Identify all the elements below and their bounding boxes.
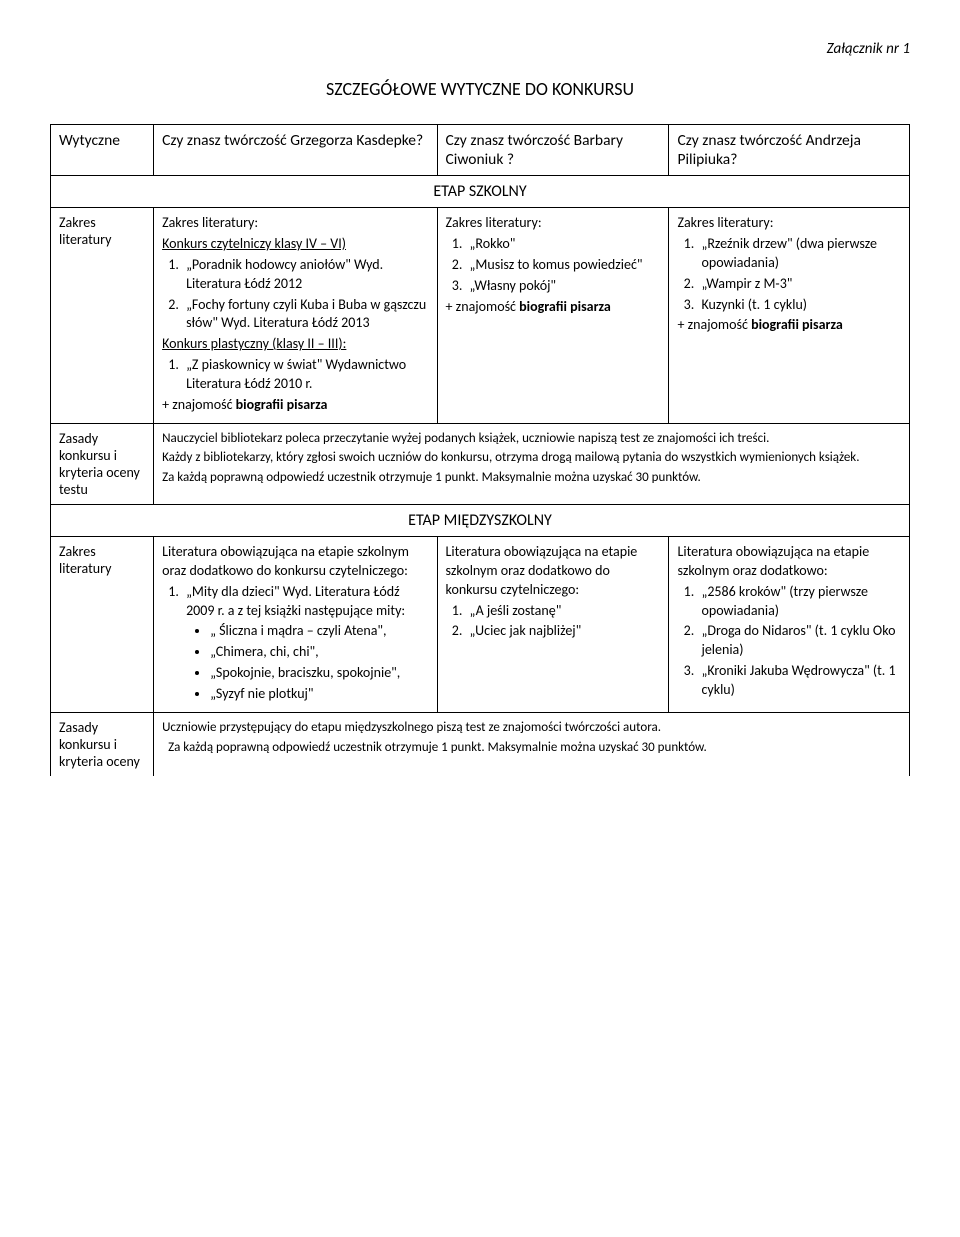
bio-note: + znajomość biografii pisarza [162, 396, 428, 415]
zakres1-col3-heading: Zakres literatury: [677, 214, 901, 233]
zakres-row-1: Zakres literatury Zakres literatury: Kon… [51, 208, 910, 424]
zakres2-col1-item1: „Mity dla dzieci" Wyd. Literatura Łódź 2… [186, 583, 405, 619]
zasady1-p3: Za każdą poprawną odpowiedź uczestnik ot… [162, 469, 901, 487]
list-item: „A jeśli zostanę" [466, 602, 661, 621]
bullet-item: „Chimera, chi, chi", [210, 643, 428, 662]
list-item: „Fochy fortuny czyli Kuba i Buba w gąszc… [182, 296, 428, 334]
list-item: Kuzynki (t. 1 cyklu) [697, 296, 901, 315]
list-item: „2586 kroków" (trzy pierwsze opowiadania… [697, 583, 901, 621]
list-item: „Mity dla dzieci" Wyd. Literatura Łódź 2… [182, 583, 428, 621]
zakres1-col1: Zakres literatury: Konkurs czytelniczy k… [154, 208, 437, 424]
list-item: „Uciec jak najbliżej" [466, 622, 661, 641]
row-label-zakres-2: Zakres literatury [51, 536, 154, 712]
zakres2-col1: Literatura obowiązująca na etapie szkoln… [154, 536, 437, 712]
zasady2-p1: Uczniowie przystępujący do etapu międzys… [162, 719, 901, 737]
zakres1-col2-heading: Zakres literatury: [446, 214, 661, 233]
zakres1-col1-sub2: Konkurs plastyczny (klasy II – III): [162, 335, 346, 352]
list-item: „Własny pokój" [466, 277, 661, 296]
header-col1: Czy znasz twórczość Grzegorza Kasdepke? [154, 125, 437, 176]
row-label-zasady-testu: Zasady konkursu i kryteria oceny testu [51, 423, 154, 504]
list-item: „Poradnik hodowcy aniołów" Wyd. Literatu… [182, 256, 428, 294]
list-item: „Droga do Nidaros" (t. 1 cyklu Oko jelen… [697, 622, 901, 660]
zakres2-col3-intro: Literatura obowiązująca na etapie szkoln… [677, 543, 901, 581]
row-label-zakres-1: Zakres literatury [51, 208, 154, 424]
bio-label: + znajomość [446, 298, 520, 315]
list-item: „Z piaskownicy w świat" Wydawnictwo Lite… [182, 356, 428, 394]
zasady2-p2: Za każdą poprawną odpowiedź uczestnik ot… [162, 739, 901, 757]
zasady1-p2: Każdy z bibliotekarzy, który zgłosi swoi… [162, 449, 901, 467]
guidelines-table: Wytyczne Czy znasz twórczość Grzegorza K… [50, 124, 910, 776]
etap-miedzyszkolny-label: ETAP MIĘDZYSZKOLNY [51, 504, 910, 536]
list-item: „Kroniki Jakuba Wędrowycza" (t. 1 cyklu) [697, 662, 901, 700]
bullet-item: „ Śliczna i mądra – czyli Atena", [210, 622, 428, 641]
etap-szkolny-row: ETAP SZKOLNY [51, 176, 910, 208]
etap-miedzyszkolny-row: ETAP MIĘDZYSZKOLNY [51, 504, 910, 536]
zakres1-col1-sub1: Konkurs czytelniczy klasy IV – VI) [162, 235, 346, 252]
table-header-row: Wytyczne Czy znasz twórczość Grzegorza K… [51, 125, 910, 176]
attachment-label: Załącznik nr 1 [50, 40, 910, 58]
list-item: „Rokko" [466, 235, 661, 254]
list-item: „Rzeźnik drzew" (dwa pierwsze opowiadani… [697, 235, 901, 273]
bullet-item: „Syzyf nie plotkuj" [210, 685, 428, 704]
bio-label: + znajomość [677, 316, 751, 333]
zakres2-col2: Literatura obowiązująca na etapie szkoln… [437, 536, 669, 712]
list-item: „Wampir z M-3" [697, 275, 901, 294]
zakres2-col3: Literatura obowiązująca na etapie szkoln… [669, 536, 910, 712]
row-label-zasady-oceny: Zasady konkursu i kryteria oceny [51, 713, 154, 777]
bio-note: + znajomość biografii pisarza [446, 298, 661, 317]
header-wytyczne: Wytyczne [51, 125, 154, 176]
zakres2-col2-intro: Literatura obowiązująca na etapie szkoln… [446, 543, 661, 600]
zakres1-col3: Zakres literatury: „Rzeźnik drzew" (dwa … [669, 208, 910, 424]
bio-bold: biografii pisarza [519, 298, 611, 315]
zakres1-col1-heading: Zakres literatury: [162, 214, 428, 233]
bio-label: + znajomość [162, 396, 236, 413]
zakres1-col2: Zakres literatury: „Rokko" „Musisz to ko… [437, 208, 669, 424]
zasady1-content: Nauczyciel bibliotekarz poleca przeczyta… [154, 423, 910, 504]
zakres-row-2: Zakres literatury Literatura obowiązując… [51, 536, 910, 712]
zasady2-content: Uczniowie przystępujący do etapu międzys… [154, 713, 910, 777]
zasady1-p1: Nauczyciel bibliotekarz poleca przeczyta… [162, 430, 901, 448]
header-col3: Czy znasz twórczość Andrzeja Pilipiuka? [669, 125, 910, 176]
bio-bold: biografii pisarza [236, 396, 328, 413]
zakres2-col1-intro: Literatura obowiązująca na etapie szkoln… [162, 543, 428, 581]
zasady-row-2: Zasady konkursu i kryteria oceny Uczniow… [51, 713, 910, 777]
list-item: „Musisz to komus powiedzieć" [466, 256, 661, 275]
bio-note: + znajomość biografii pisarza [677, 316, 901, 335]
header-col2: Czy znasz twórczość Barbary Ciwoniuk ? [437, 125, 669, 176]
bio-bold: biografii pisarza [751, 316, 843, 333]
zasady-row-1: Zasady konkursu i kryteria oceny testu N… [51, 423, 910, 504]
page-title: SZCZEGÓŁOWE WYTYCZNE DO KONKURSU [50, 78, 910, 100]
bullet-item: „Spokojnie, braciszku, spokojnie", [210, 664, 428, 683]
etap-szkolny-label: ETAP SZKOLNY [51, 176, 910, 208]
